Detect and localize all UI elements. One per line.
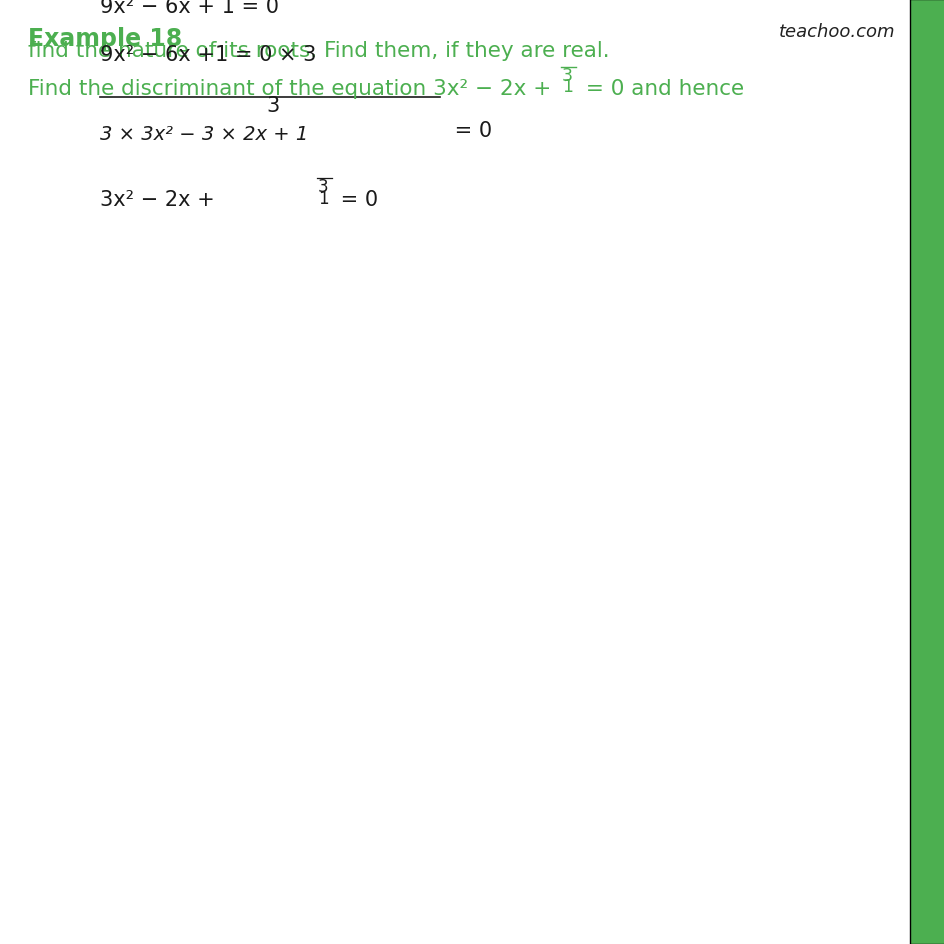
Text: = 0 and hence: = 0 and hence — [579, 79, 743, 99]
Text: 9x² − 6x + 1 = 0: 9x² − 6x + 1 = 0 — [100, 0, 278, 17]
Text: = 0: = 0 — [447, 121, 492, 141]
FancyBboxPatch shape — [909, 0, 944, 944]
Text: 9x² − 6x +1 = 0 × 3: 9x² − 6x +1 = 0 × 3 — [100, 45, 316, 65]
Text: 3: 3 — [265, 96, 279, 116]
Text: = 0: = 0 — [333, 190, 378, 210]
Text: 1: 1 — [562, 78, 572, 96]
Text: 3: 3 — [562, 67, 572, 85]
Text: Example 18: Example 18 — [28, 27, 182, 51]
Text: 3 × 3x² − 3 × 2x + 1: 3 × 3x² − 3 × 2x + 1 — [100, 125, 308, 143]
Text: 3x² − 2x +: 3x² − 2x + — [100, 190, 221, 210]
Text: Find the discriminant of the equation 3x² − 2x +: Find the discriminant of the equation 3x… — [28, 79, 558, 99]
Text: teachoo.com: teachoo.com — [778, 23, 894, 41]
Text: 1: 1 — [318, 190, 329, 208]
Text: 3: 3 — [318, 177, 329, 195]
Text: find the nature of its roots. Find them, if they are real.: find the nature of its roots. Find them,… — [28, 41, 609, 61]
